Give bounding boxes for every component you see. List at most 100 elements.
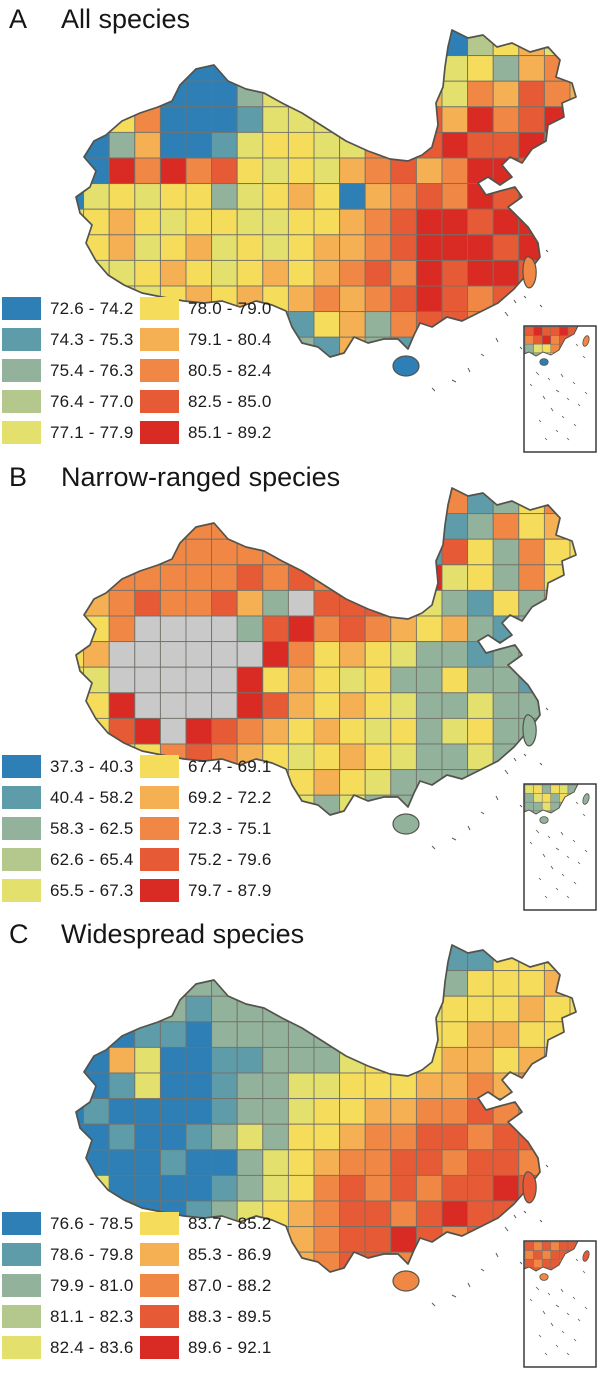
china-outline: [75, 487, 577, 816]
sea-island-marks: [431, 1164, 549, 1307]
legend-label: 77.1 - 77.9: [50, 422, 134, 442]
legend-swatch: [140, 1305, 179, 1328]
south-china-sea-inset: [523, 1240, 597, 1368]
inset-taiwan-island: [582, 793, 590, 805]
legend-swatch: [140, 359, 179, 382]
legend-label: 85.3 - 86.9: [188, 1244, 272, 1264]
legend-item: 76.6 - 78.5: [2, 1212, 133, 1235]
legend-label: 40.4 - 58.2: [50, 787, 134, 807]
legend-item: 72.3 - 75.1: [140, 817, 271, 840]
south-china-sea-inset: [523, 325, 597, 453]
taiwan-island: [522, 1171, 537, 1204]
legend-item: 79.1 - 80.4: [140, 328, 271, 351]
south-china-sea-inset: [523, 783, 597, 911]
legend-label: 76.4 - 77.0: [50, 391, 134, 411]
legend-item: 75.4 - 76.3: [2, 359, 133, 382]
inset-border: [523, 325, 597, 453]
legend-label: 79.7 - 87.9: [188, 880, 272, 900]
sea-island-marks: [431, 249, 549, 392]
legend-swatch: [140, 1336, 179, 1359]
legend-swatch: [140, 879, 179, 902]
legend-swatch: [2, 328, 41, 351]
china-map-svg: [75, 29, 597, 453]
inset-coastline: [523, 325, 579, 357]
panel-a-letter: A: [9, 4, 28, 34]
legend-swatch: [2, 1305, 41, 1328]
china-outline: [75, 944, 577, 1273]
legend-item: 82.5 - 85.0: [140, 390, 271, 413]
taiwan-island: [522, 256, 537, 289]
legend-item: 87.0 - 88.2: [140, 1274, 271, 1297]
legend-item: 79.7 - 87.9: [140, 879, 271, 902]
map-legend-b: 37.3 - 40.3 40.4 - 58.2 58.3 - 62.5 62.6 - …: [2, 755, 332, 913]
legend-swatch: [2, 817, 41, 840]
sea-island-marks: [431, 707, 549, 850]
legend-column: 78.0 - 79.0 79.1 - 80.4 80.5 - 82.4 82.5 - …: [140, 297, 271, 452]
legend-label: 79.1 - 80.4: [188, 329, 272, 349]
legend-swatch: [140, 421, 179, 444]
legend-label: 75.2 - 79.6: [188, 849, 272, 869]
legend-column: 67.4 - 69.1 69.2 - 72.2 72.3 - 75.1 75.2 - …: [140, 755, 271, 910]
legend-label: 78.0 - 79.0: [188, 298, 272, 318]
legend-label: 89.6 - 92.1: [188, 1337, 272, 1357]
hainan-island: [392, 355, 420, 377]
map-legend-a: 72.6 - 74.2 74.3 - 75.3 75.4 - 76.3 76.4 - …: [2, 297, 332, 455]
inset-border: [523, 783, 597, 911]
legend-label: 80.5 - 82.4: [188, 360, 272, 380]
legend-label: 75.4 - 76.3: [50, 360, 134, 380]
legend-item: 88.3 - 89.5: [140, 1305, 271, 1328]
legend-label: 78.6 - 79.8: [50, 1244, 134, 1264]
legend-label: 67.4 - 69.1: [188, 756, 272, 776]
legend-item: 37.3 - 40.3: [2, 755, 133, 778]
legend-label: 72.3 - 75.1: [188, 818, 272, 838]
legend-column: 76.6 - 78.5 78.6 - 79.8 79.9 - 81.0 81.1 - …: [2, 1212, 133, 1367]
inset-island-marks: [529, 801, 588, 899]
legend-label: 69.2 - 72.2: [188, 787, 272, 807]
legend-swatch: [2, 1336, 41, 1359]
panel-c: C Widespread species 76.6 - 78.5 78.6 - 79…: [0, 915, 600, 1373]
panel-b-heading: Narrow-ranged species: [61, 462, 341, 492]
legend-label: 85.1 - 89.2: [188, 422, 272, 442]
panel-b-title: B Narrow-ranged species: [9, 462, 340, 493]
legend-item: 62.6 - 65.4: [2, 848, 133, 871]
panel-b-letter: B: [9, 462, 28, 492]
inset-taiwan-island: [582, 1250, 590, 1262]
legend-swatch: [2, 1274, 41, 1297]
legend-column: 72.6 - 74.2 74.3 - 75.3 75.4 - 76.3 76.4 - …: [2, 297, 133, 452]
legend-item: 65.5 - 67.3: [2, 879, 133, 902]
inset-hainan-island: [539, 358, 549, 366]
legend-swatch: [140, 297, 179, 320]
legend-item: 69.2 - 72.2: [140, 786, 271, 809]
legend-label: 58.3 - 62.5: [50, 818, 134, 838]
china-choropleth-map-b: [0, 458, 600, 916]
legend-swatch: [2, 421, 41, 444]
inset-border: [523, 1240, 597, 1368]
legend-swatch: [140, 786, 179, 809]
hainan-island: [392, 813, 420, 835]
panel-c-title: C Widespread species: [9, 919, 304, 950]
hainan-island: [392, 1270, 420, 1292]
legend-swatch: [2, 755, 41, 778]
legend-label: 87.0 - 88.2: [188, 1275, 272, 1295]
legend-item: 79.9 - 81.0: [2, 1274, 133, 1297]
taiwan-island: [522, 714, 537, 747]
inset-taiwan-island: [582, 335, 590, 347]
inset-coastline: [523, 783, 579, 815]
inset-hainan-island: [539, 816, 549, 824]
legend-item: 75.2 - 79.6: [140, 848, 271, 871]
legend-item: 74.3 - 75.3: [2, 328, 133, 351]
panel-c-heading: Widespread species: [61, 919, 305, 949]
legend-label: 37.3 - 40.3: [50, 756, 134, 776]
legend-item: 76.4 - 77.0: [2, 390, 133, 413]
legend-swatch: [2, 879, 41, 902]
inset-island-marks: [529, 343, 588, 441]
legend-label: 65.5 - 67.3: [50, 880, 134, 900]
legend-label: 74.3 - 75.3: [50, 329, 134, 349]
panel-b: B Narrow-ranged species 37.3 - 40.3 40.4 -…: [0, 458, 600, 916]
legend-item: 67.4 - 69.1: [140, 755, 271, 778]
legend-swatch: [140, 755, 179, 778]
legend-item: 40.4 - 58.2: [2, 786, 133, 809]
china-choropleth-map-a: [0, 0, 600, 458]
panel-a: A All species 72.6 - 74.2 74.3 - 75.3 75.4 …: [0, 0, 600, 458]
legend-swatch: [140, 1274, 179, 1297]
